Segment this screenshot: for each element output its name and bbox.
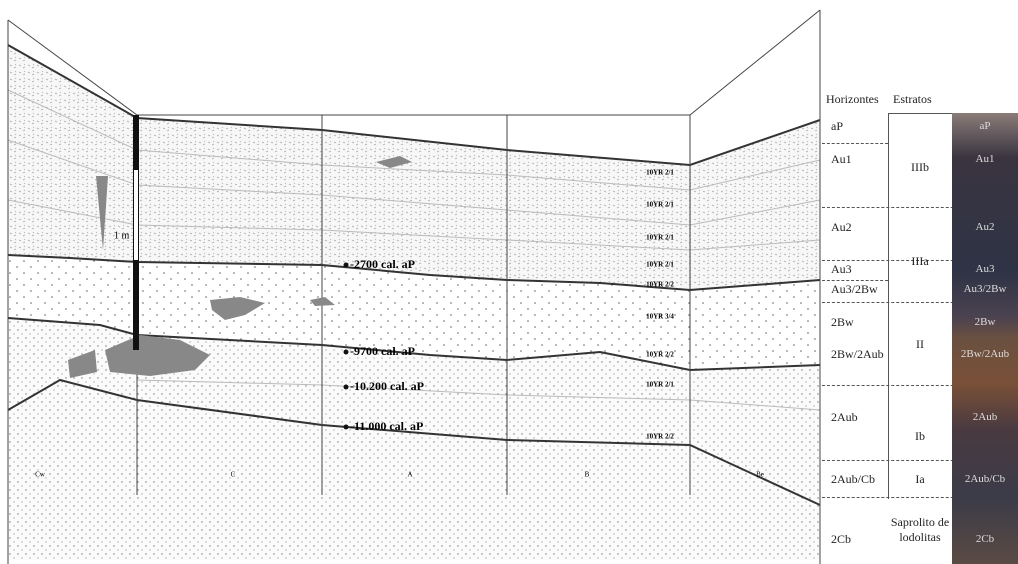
- horizon: 2Bw/2Aub: [831, 347, 884, 362]
- date-label: -2700 cal. aP: [350, 257, 415, 271]
- horizon: Au2: [831, 220, 852, 235]
- divider: [822, 143, 888, 144]
- munsell-label: 10YR 2/2: [646, 351, 674, 359]
- wall-label: Cw: [35, 471, 46, 479]
- profile: [8, 10, 820, 564]
- date-label: -10.200 cal. aP: [350, 379, 424, 393]
- photo-label: 2Bw/2Aub: [952, 348, 1018, 360]
- photo-label: aP: [952, 120, 1018, 132]
- munsell-label: 10YR 2/1: [646, 381, 674, 389]
- stratum: Ia: [888, 472, 952, 487]
- stratum: II: [888, 337, 952, 352]
- munsell-label: 10YR 3/4: [646, 313, 674, 321]
- photo-label: 2Aub: [952, 411, 1018, 423]
- photo-label: Au3: [952, 263, 1018, 275]
- frame: [690, 10, 820, 115]
- scale-bar: [134, 170, 138, 260]
- munsell-label: 10YR 2/1: [646, 169, 674, 177]
- horizon: 2Cb: [831, 532, 851, 547]
- date-dot: [344, 350, 349, 355]
- page: 1 m Cw C A B Be -2700 cal. aP -9700 cal. aP -10.…: [0, 0, 1018, 564]
- stratum: Ib: [888, 429, 952, 444]
- photo-label: Au3/2Bw: [952, 283, 1018, 295]
- date-dot: [344, 385, 349, 390]
- horizon: 2Aub/Cb: [831, 472, 875, 487]
- photo-label: 2Bw: [952, 316, 1018, 328]
- photo-label: Au2: [952, 221, 1018, 233]
- soil-photo: [952, 113, 1018, 564]
- horizon: Au1: [831, 152, 852, 167]
- horizon: Au3: [831, 262, 852, 277]
- stratum: Saprolito de lodolitas: [888, 515, 952, 545]
- stratum: IIIa: [888, 254, 952, 269]
- horizon: 2Aub: [831, 410, 858, 425]
- horizon: Au3/2Bw: [831, 282, 878, 297]
- date-label: -11.000 cal. aP: [350, 419, 423, 433]
- wall-label: A: [407, 471, 412, 479]
- date-dot: [344, 425, 349, 430]
- munsell-label: 10YR 2/1: [646, 201, 674, 209]
- scale-label: 1 m: [114, 230, 130, 241]
- munsell-label: 10YR 2/1: [646, 261, 674, 269]
- horizon: aP: [831, 119, 843, 134]
- wall-label: Be: [756, 471, 764, 479]
- date-dot: [344, 263, 349, 268]
- header: Horizontes: [826, 92, 879, 107]
- stratum: IIIb: [888, 160, 952, 175]
- photo-label: 2Cb: [952, 533, 1018, 545]
- wall-label: B: [585, 471, 590, 479]
- wall-label: C: [231, 471, 236, 479]
- photo-label: Au1: [952, 153, 1018, 165]
- date-label: -9700 cal. aP: [350, 344, 415, 358]
- divider: [822, 280, 888, 281]
- munsell-label: 10YR 2/1: [646, 234, 674, 242]
- munsell-label: 10YR 2/2: [646, 281, 674, 289]
- horizon: 2Bw: [831, 315, 854, 330]
- header: Estratos: [893, 92, 932, 107]
- upper-layer: [8, 45, 820, 290]
- munsell-label: 10YR 2/2: [646, 433, 674, 441]
- photo-label: 2Aub/Cb: [952, 473, 1018, 485]
